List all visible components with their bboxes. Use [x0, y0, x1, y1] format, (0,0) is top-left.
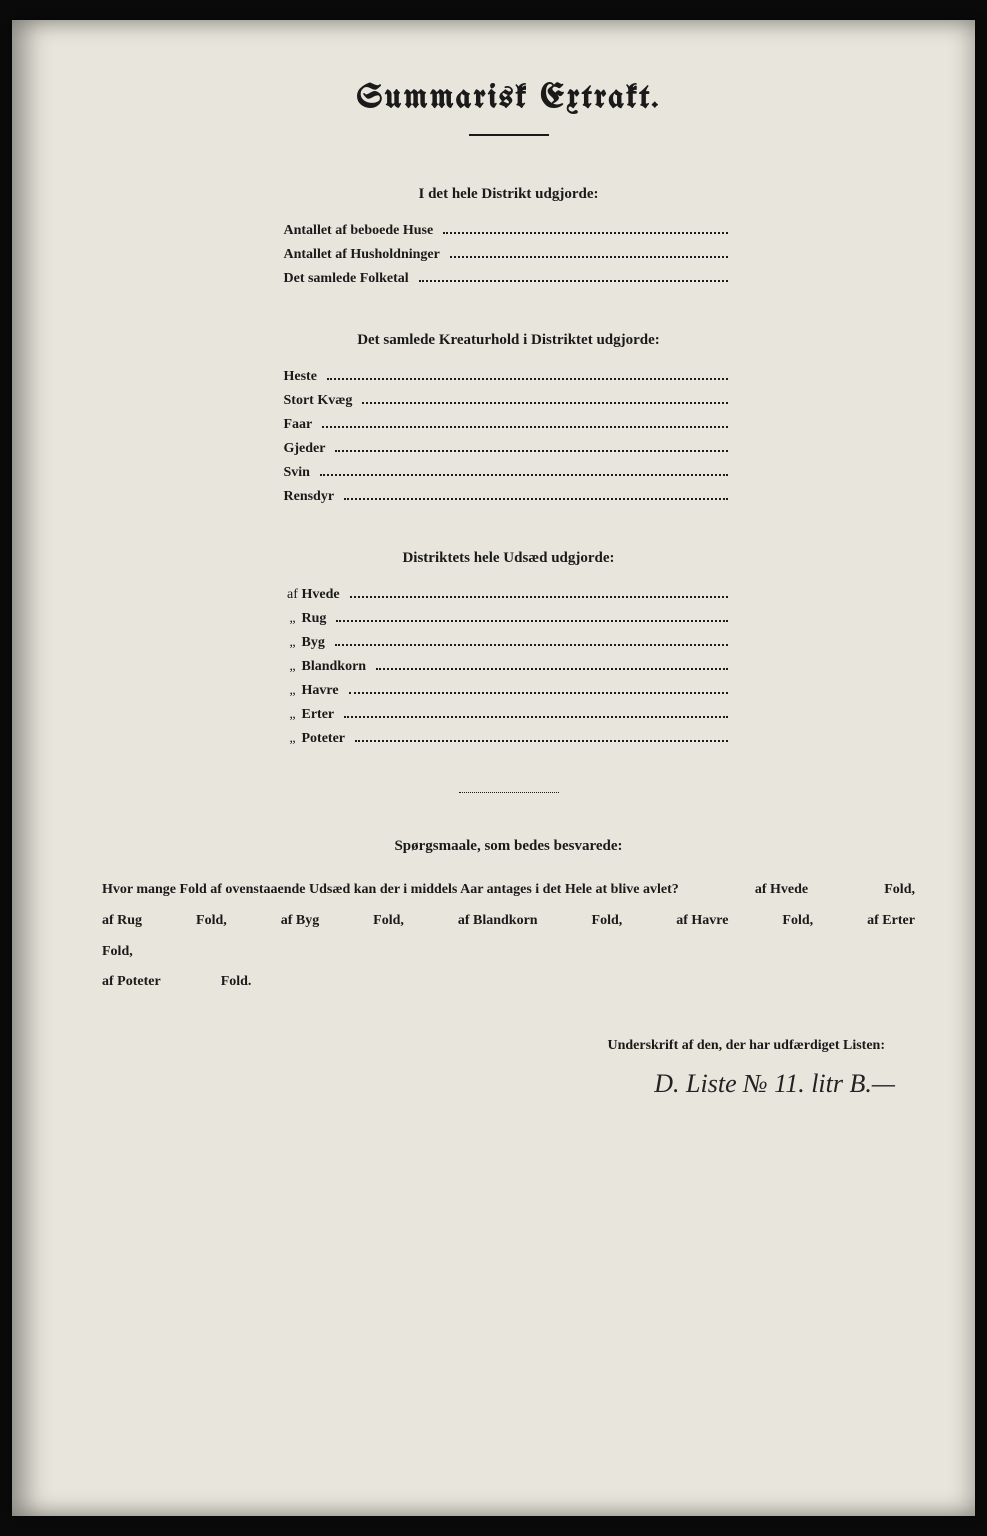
- section1-row: Det samlede Folketal: [284, 271, 734, 287]
- leader-dots: [349, 692, 728, 694]
- section2-row: Rensdyr: [284, 489, 734, 505]
- row-label: Hvede: [302, 587, 340, 603]
- row-label: Blandkorn: [302, 659, 367, 675]
- leader-dots: [336, 620, 727, 622]
- section3-row: „ Havre: [284, 683, 734, 699]
- q-label: af Byg: [281, 906, 320, 937]
- section3-row: „ Poteter: [284, 731, 734, 747]
- section3-row: „ Rug: [284, 611, 734, 627]
- q-label: af Poteter: [102, 967, 161, 998]
- section3-row: af Hvede: [284, 587, 734, 603]
- section2-row: Heste: [284, 369, 734, 385]
- q-label: af Erter: [867, 906, 915, 937]
- leader-dots: [335, 450, 727, 452]
- leader-dots: [450, 256, 728, 258]
- question-line: Hvor mange Fold af ovenstaaende Udsæd ka…: [102, 875, 915, 906]
- row-label: Gjeder: [284, 441, 326, 457]
- row-label: Byg: [302, 635, 325, 651]
- question-line: af Rug Fold, af Byg Fold, af Blandkorn F…: [102, 906, 915, 968]
- prefix-ditto: „: [284, 731, 302, 747]
- q-unit: Fold,: [884, 875, 915, 906]
- q-unit: Fold,: [196, 906, 227, 937]
- leader-dots: [322, 426, 727, 428]
- prefix-ditto: „: [284, 659, 302, 675]
- q-label: af Rug: [102, 906, 142, 937]
- q-unit: Fold,: [782, 906, 813, 937]
- leader-dots: [335, 644, 728, 646]
- row-label: Erter: [302, 707, 335, 723]
- section3-row: „ Blandkorn: [284, 659, 734, 675]
- row-label: Faar: [284, 417, 313, 433]
- questions-block: Hvor mange Fold af ovenstaaende Udsæd ka…: [92, 875, 925, 998]
- question-lead: Hvor mange Fold af ovenstaaende Udsæd ka…: [102, 875, 679, 906]
- section1-heading: I det hele Distrikt udgjorde:: [92, 186, 925, 203]
- row-label: Antallet af Husholdninger: [284, 247, 440, 263]
- divider-rule: [459, 792, 559, 793]
- q-label: af Hvede: [755, 875, 808, 906]
- signature-handwritten: D. Liste № 11. litr B.—: [92, 1069, 925, 1099]
- section2-row: Stort Kvæg: [284, 393, 734, 409]
- row-label: Stort Kvæg: [284, 393, 353, 409]
- section2-block: Heste Stort Kvæg Faar Gjeder Svin Rensdy…: [284, 369, 734, 505]
- section3-row: „ Erter: [284, 707, 734, 723]
- prefix-ditto: „: [284, 683, 302, 699]
- section2-heading: Det samlede Kreaturhold i Distriktet udg…: [92, 332, 925, 349]
- row-label: Svin: [284, 465, 310, 481]
- section2-row: Gjeder: [284, 441, 734, 457]
- leader-dots: [355, 740, 727, 742]
- section1-block: Antallet af beboede Huse Antallet af Hus…: [284, 223, 734, 287]
- q-unit: Fold,: [102, 937, 133, 968]
- signature-label: Underskrift af den, der har udfærdiget L…: [92, 1038, 925, 1054]
- section1-row: Antallet af Husholdninger: [284, 247, 734, 263]
- q-label: af Havre: [676, 906, 728, 937]
- section3-row: „ Byg: [284, 635, 734, 651]
- leader-dots: [376, 668, 727, 670]
- leader-dots: [350, 596, 728, 598]
- section1-row: Antallet af beboede Huse: [284, 223, 734, 239]
- page-title: Summarisk Extrakt.: [92, 80, 925, 116]
- row-label: Antallet af beboede Huse: [284, 223, 434, 239]
- section2-row: Faar: [284, 417, 734, 433]
- q-label: af Blandkorn: [458, 906, 538, 937]
- section3-heading: Distriktets hele Udsæd udgjorde:: [92, 550, 925, 567]
- section2-row: Svin: [284, 465, 734, 481]
- prefix-ditto: „: [284, 611, 302, 627]
- section4-heading: Spørgsmaale, som bedes besvarede:: [92, 838, 925, 855]
- row-label: Rug: [302, 611, 327, 627]
- section3-block: af Hvede „ Rug „ Byg „ Blandkorn „ Havre…: [284, 587, 734, 747]
- row-label: Heste: [284, 369, 317, 385]
- leader-dots: [327, 378, 728, 380]
- leader-dots: [320, 474, 728, 476]
- question-line: af Poteter Fold.: [102, 967, 915, 998]
- row-label: Det samlede Folketal: [284, 271, 409, 287]
- row-label: Rensdyr: [284, 489, 335, 505]
- leader-dots: [344, 498, 727, 500]
- q-unit: Fold,: [592, 906, 623, 937]
- q-unit: Fold.: [221, 967, 252, 998]
- title-rule: [469, 134, 549, 136]
- row-label: Poteter: [302, 731, 346, 747]
- prefix-ditto: „: [284, 707, 302, 723]
- leader-dots: [443, 232, 727, 234]
- leader-dots: [344, 716, 727, 718]
- leader-dots: [419, 280, 728, 282]
- prefix: af: [284, 587, 302, 603]
- row-label: Havre: [302, 683, 339, 699]
- leader-dots: [362, 402, 727, 404]
- q-unit: Fold,: [373, 906, 404, 937]
- document-page: Summarisk Extrakt. I det hele Distrikt u…: [12, 20, 975, 1516]
- prefix-ditto: „: [284, 635, 302, 651]
